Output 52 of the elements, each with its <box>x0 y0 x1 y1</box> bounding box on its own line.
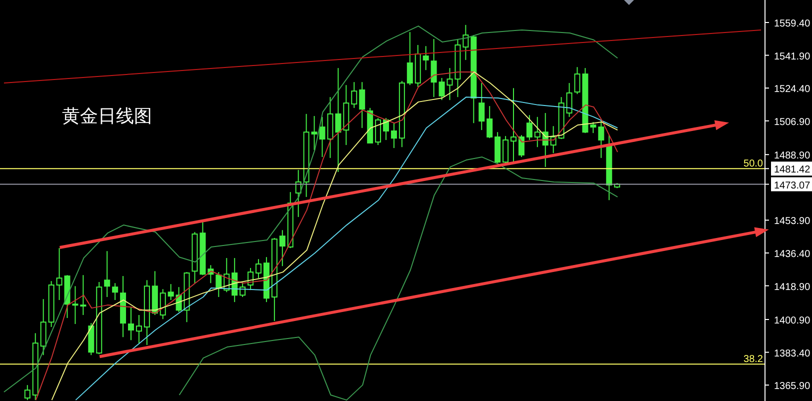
candlestick <box>311 115 318 151</box>
candlestick <box>590 121 596 134</box>
candlestick <box>598 119 604 158</box>
annotation: 50.0 <box>744 158 764 170</box>
candlestick <box>128 306 134 341</box>
candlestick <box>351 82 358 108</box>
line-series <box>178 156 618 401</box>
candlestick <box>335 68 342 173</box>
y-tick-label: 1383.40 <box>774 348 811 360</box>
y-tick-label: 1473.07 <box>774 180 811 192</box>
candlestick <box>526 114 532 140</box>
candlestick <box>104 250 110 298</box>
y-tick-label: 1365.90 <box>774 381 811 392</box>
candlestick <box>486 106 493 139</box>
candlestick <box>502 136 509 164</box>
candlestick <box>112 282 118 300</box>
candlestick <box>80 274 86 316</box>
y-tick-label: 1541.90 <box>774 51 811 62</box>
candlestick <box>518 134 524 158</box>
candlestick <box>462 24 469 60</box>
candlestick <box>375 118 382 146</box>
candlestick <box>510 88 516 164</box>
candlestick <box>430 38 437 98</box>
candlestick <box>534 116 540 148</box>
candlestick <box>359 82 366 128</box>
candlestick <box>256 258 262 279</box>
y-tick-label: 1400.90 <box>774 315 811 326</box>
candlestick <box>136 314 142 344</box>
y-tick-label: 1453.90 <box>774 216 811 228</box>
candlestick <box>422 46 429 71</box>
candlestick <box>56 248 62 300</box>
y-tick-label: 1524.40 <box>774 84 811 96</box>
annotation: 38.2 <box>744 354 764 366</box>
candlestick <box>566 82 572 118</box>
y-tick-label: 1418.90 <box>774 282 811 293</box>
candlestick <box>160 288 166 320</box>
y-tick-label: 1506.90 <box>774 116 811 128</box>
candlestick <box>406 32 413 86</box>
candlestick <box>478 82 485 131</box>
candlestick <box>240 282 246 298</box>
text: 黄金日线图 <box>62 105 152 128</box>
candlestick <box>40 298 46 356</box>
candlestick <box>168 284 174 300</box>
candlestick <box>390 122 397 149</box>
candlestick <box>279 230 286 267</box>
candlestick <box>216 272 222 298</box>
line-series <box>3 26 618 393</box>
y-tick-label: 1559.40 <box>774 18 811 30</box>
y-tick-label: 1436.40 <box>774 248 811 260</box>
y-tick-label: 1488.90 <box>774 150 811 162</box>
candlestick <box>438 77 445 101</box>
y-tick-label: 1481.42 <box>774 164 811 176</box>
